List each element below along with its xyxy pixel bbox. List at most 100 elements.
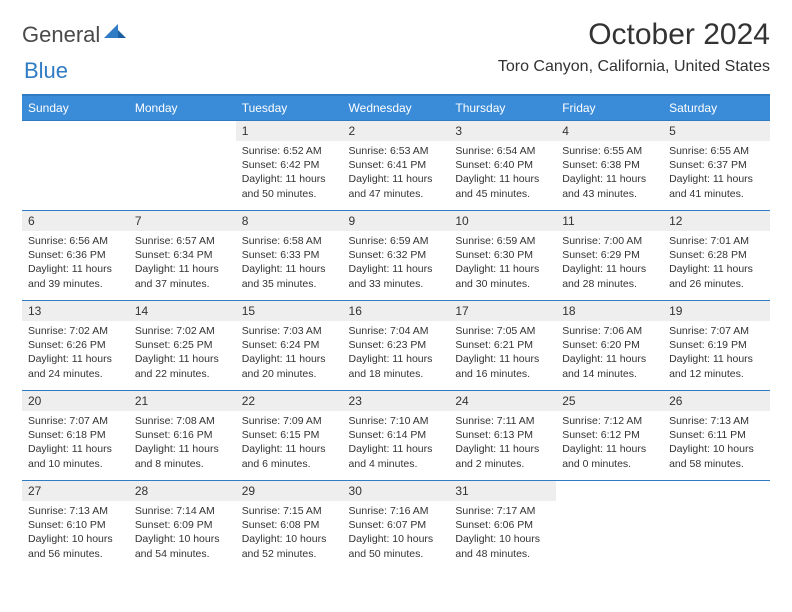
day-number: 30 [343,481,450,501]
day-body: Sunrise: 7:13 AMSunset: 6:10 PMDaylight:… [22,501,129,567]
day-number: 6 [22,211,129,231]
title-block: October 2024 Toro Canyon, California, Un… [498,18,770,76]
day-body: Sunrise: 6:59 AMSunset: 6:32 PMDaylight:… [343,231,450,297]
calendar-cell [129,121,236,211]
day-number: 20 [22,391,129,411]
day-body: Sunrise: 7:06 AMSunset: 6:20 PMDaylight:… [556,321,663,387]
day-number: 29 [236,481,343,501]
day-body: Sunrise: 6:55 AMSunset: 6:37 PMDaylight:… [663,141,770,207]
calendar-cell [663,481,770,571]
day-number: 24 [449,391,556,411]
day-body: Sunrise: 7:14 AMSunset: 6:09 PMDaylight:… [129,501,236,567]
day-body: Sunrise: 7:16 AMSunset: 6:07 PMDaylight:… [343,501,450,567]
calendar-row: 20Sunrise: 7:07 AMSunset: 6:18 PMDayligh… [22,391,770,481]
day-number: 11 [556,211,663,231]
calendar-cell: 2Sunrise: 6:53 AMSunset: 6:41 PMDaylight… [343,121,450,211]
calendar-cell [556,481,663,571]
location-text: Toro Canyon, California, United States [498,58,770,76]
calendar-cell: 9Sunrise: 6:59 AMSunset: 6:32 PMDaylight… [343,211,450,301]
day-body: Sunrise: 7:01 AMSunset: 6:28 PMDaylight:… [663,231,770,297]
day-body: Sunrise: 6:53 AMSunset: 6:41 PMDaylight:… [343,141,450,207]
day-number: 19 [663,301,770,321]
day-number: 27 [22,481,129,501]
day-number: 14 [129,301,236,321]
calendar-cell: 29Sunrise: 7:15 AMSunset: 6:08 PMDayligh… [236,481,343,571]
day-body: Sunrise: 7:02 AMSunset: 6:25 PMDaylight:… [129,321,236,387]
calendar-cell: 11Sunrise: 7:00 AMSunset: 6:29 PMDayligh… [556,211,663,301]
calendar-cell: 25Sunrise: 7:12 AMSunset: 6:12 PMDayligh… [556,391,663,481]
calendar-cell: 26Sunrise: 7:13 AMSunset: 6:11 PMDayligh… [663,391,770,481]
day-number: 22 [236,391,343,411]
day-body: Sunrise: 6:54 AMSunset: 6:40 PMDaylight:… [449,141,556,207]
day-body: Sunrise: 7:09 AMSunset: 6:15 PMDaylight:… [236,411,343,477]
calendar-cell: 3Sunrise: 6:54 AMSunset: 6:40 PMDaylight… [449,121,556,211]
weekday-header: Friday [556,95,663,121]
calendar-cell: 23Sunrise: 7:10 AMSunset: 6:14 PMDayligh… [343,391,450,481]
brand-mark-icon [104,24,126,47]
day-number: 15 [236,301,343,321]
day-number: 1 [236,121,343,141]
calendar-cell: 10Sunrise: 6:59 AMSunset: 6:30 PMDayligh… [449,211,556,301]
weekday-header-row: SundayMondayTuesdayWednesdayThursdayFrid… [22,95,770,121]
calendar-cell: 7Sunrise: 6:57 AMSunset: 6:34 PMDaylight… [129,211,236,301]
day-body: Sunrise: 7:15 AMSunset: 6:08 PMDaylight:… [236,501,343,567]
calendar-cell: 15Sunrise: 7:03 AMSunset: 6:24 PMDayligh… [236,301,343,391]
day-body: Sunrise: 6:52 AMSunset: 6:42 PMDaylight:… [236,141,343,207]
day-number: 7 [129,211,236,231]
day-body: Sunrise: 7:07 AMSunset: 6:19 PMDaylight:… [663,321,770,387]
brand-word2: Blue [24,58,68,83]
day-number: 10 [449,211,556,231]
day-number: 26 [663,391,770,411]
day-number: 13 [22,301,129,321]
day-body: Sunrise: 7:12 AMSunset: 6:12 PMDaylight:… [556,411,663,477]
day-number: 8 [236,211,343,231]
calendar-cell: 30Sunrise: 7:16 AMSunset: 6:07 PMDayligh… [343,481,450,571]
calendar-cell: 28Sunrise: 7:14 AMSunset: 6:09 PMDayligh… [129,481,236,571]
day-body: Sunrise: 7:08 AMSunset: 6:16 PMDaylight:… [129,411,236,477]
day-number: 16 [343,301,450,321]
calendar-cell: 27Sunrise: 7:13 AMSunset: 6:10 PMDayligh… [22,481,129,571]
weekday-header: Saturday [663,95,770,121]
calendar-row: 27Sunrise: 7:13 AMSunset: 6:10 PMDayligh… [22,481,770,571]
brand-logo: General [22,22,128,48]
day-body: Sunrise: 7:05 AMSunset: 6:21 PMDaylight:… [449,321,556,387]
day-number: 25 [556,391,663,411]
calendar-row: 13Sunrise: 7:02 AMSunset: 6:26 PMDayligh… [22,301,770,391]
weekday-header: Monday [129,95,236,121]
day-number: 12 [663,211,770,231]
calendar-cell: 19Sunrise: 7:07 AMSunset: 6:19 PMDayligh… [663,301,770,391]
calendar-cell: 21Sunrise: 7:08 AMSunset: 6:16 PMDayligh… [129,391,236,481]
calendar-cell: 16Sunrise: 7:04 AMSunset: 6:23 PMDayligh… [343,301,450,391]
day-number: 28 [129,481,236,501]
calendar-cell [22,121,129,211]
day-body: Sunrise: 7:00 AMSunset: 6:29 PMDaylight:… [556,231,663,297]
day-number: 3 [449,121,556,141]
day-number: 17 [449,301,556,321]
weekday-header: Tuesday [236,95,343,121]
calendar-table: SundayMondayTuesdayWednesdayThursdayFrid… [22,94,770,571]
calendar-row: 1Sunrise: 6:52 AMSunset: 6:42 PMDaylight… [22,121,770,211]
calendar-cell: 14Sunrise: 7:02 AMSunset: 6:25 PMDayligh… [129,301,236,391]
day-body: Sunrise: 7:04 AMSunset: 6:23 PMDaylight:… [343,321,450,387]
calendar-cell: 24Sunrise: 7:11 AMSunset: 6:13 PMDayligh… [449,391,556,481]
calendar-cell: 20Sunrise: 7:07 AMSunset: 6:18 PMDayligh… [22,391,129,481]
weekday-header: Wednesday [343,95,450,121]
calendar-cell: 8Sunrise: 6:58 AMSunset: 6:33 PMDaylight… [236,211,343,301]
calendar-cell: 1Sunrise: 6:52 AMSunset: 6:42 PMDaylight… [236,121,343,211]
calendar-cell: 12Sunrise: 7:01 AMSunset: 6:28 PMDayligh… [663,211,770,301]
calendar-cell: 13Sunrise: 7:02 AMSunset: 6:26 PMDayligh… [22,301,129,391]
calendar-body: 1Sunrise: 6:52 AMSunset: 6:42 PMDaylight… [22,121,770,571]
day-body: Sunrise: 7:03 AMSunset: 6:24 PMDaylight:… [236,321,343,387]
day-body: Sunrise: 7:11 AMSunset: 6:13 PMDaylight:… [449,411,556,477]
calendar-cell: 17Sunrise: 7:05 AMSunset: 6:21 PMDayligh… [449,301,556,391]
calendar-cell: 31Sunrise: 7:17 AMSunset: 6:06 PMDayligh… [449,481,556,571]
month-title: October 2024 [498,18,770,52]
weekday-header: Sunday [22,95,129,121]
calendar-cell: 4Sunrise: 6:55 AMSunset: 6:38 PMDaylight… [556,121,663,211]
day-body: Sunrise: 7:17 AMSunset: 6:06 PMDaylight:… [449,501,556,567]
day-number: 4 [556,121,663,141]
calendar-cell: 5Sunrise: 6:55 AMSunset: 6:37 PMDaylight… [663,121,770,211]
day-number: 31 [449,481,556,501]
day-body: Sunrise: 6:59 AMSunset: 6:30 PMDaylight:… [449,231,556,297]
day-body: Sunrise: 7:07 AMSunset: 6:18 PMDaylight:… [22,411,129,477]
